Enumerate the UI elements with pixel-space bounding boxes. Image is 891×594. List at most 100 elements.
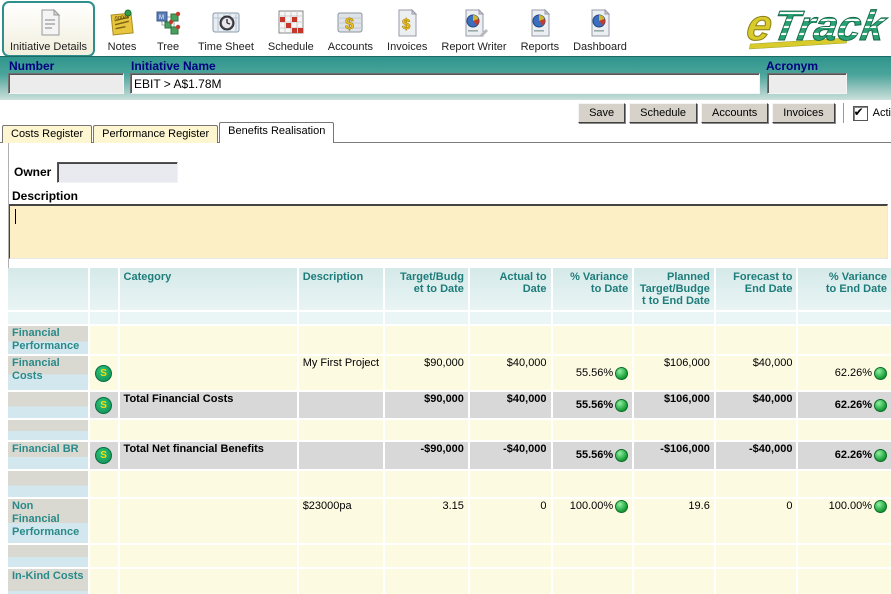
green-status-icon — [874, 366, 888, 380]
schedule-icon — [278, 10, 304, 34]
col-actual-to-date[interactable]: Actual to Date — [470, 268, 553, 310]
row-label: In-Kind Costs — [8, 569, 90, 594]
table-row-financial-performance: Financial Performance — [8, 326, 891, 354]
tab-benefits-realisation[interactable]: Benefits Realisation — [219, 122, 335, 143]
toolbar-item-label: Report Writer — [441, 41, 507, 53]
svg-text:$: $ — [402, 16, 411, 33]
notes-icon: notes — [110, 9, 134, 36]
table-row-in-kind-costs: In-Kind Costs — [8, 569, 891, 594]
toolbar-item-tree[interactable]: M Tree — [152, 3, 184, 53]
table-row-total-net-financial-benefits: Financial BR Total Net financial Benefit… — [8, 442, 891, 469]
svg-text:M: M — [159, 15, 164, 21]
green-status-icon — [615, 449, 629, 462]
row-label: Financial Performance — [8, 326, 90, 354]
register-tabs: Costs Register Performance Register Bene… — [2, 122, 335, 143]
description-cell[interactable]: $23000pa — [298, 499, 386, 543]
svg-text:notes: notes — [114, 14, 129, 22]
toolbar-item-accounts[interactable]: $ Accounts — [328, 3, 373, 53]
dollar-s-icon — [95, 364, 113, 382]
content-top-border — [0, 142, 891, 143]
document-icon — [41, 8, 60, 36]
description-textarea[interactable] — [9, 204, 888, 259]
dashboard-icon — [591, 8, 611, 37]
row-label: Non Financial Performance — [8, 499, 90, 543]
col-planned-end[interactable]: Planned Target/Budge t to End Date — [634, 268, 716, 310]
table-row-total-financial-costs: Total Financial Costs $90,000 $40,000 55… — [8, 392, 891, 418]
toolbar-item-label: Tree — [156, 41, 180, 53]
tab-costs-register[interactable]: Costs Register — [2, 125, 93, 143]
col-variance-to-date[interactable]: % Variance to Date — [553, 268, 635, 310]
acronym-input[interactable] — [767, 73, 847, 94]
tab-performance-register[interactable]: Performance Register — [93, 125, 219, 143]
table-row-spacer — [8, 545, 891, 567]
accounts-button[interactable]: Accounts — [701, 103, 769, 123]
benefits-table: Category Description Target/Budg et to D… — [8, 268, 891, 594]
action-button-row: Save Schedule Accounts Invoices Acti — [0, 100, 891, 126]
owner-input[interactable] — [57, 162, 178, 183]
description-cell[interactable]: My First Project — [298, 356, 386, 390]
toolbar-item-schedule[interactable]: Schedule — [268, 3, 314, 53]
table-header-row: Category Description Target/Budg et to D… — [8, 268, 891, 310]
row-label: Financial Costs — [8, 356, 90, 390]
description-label: Description — [12, 189, 79, 203]
toolbar-item-label: Schedule — [267, 41, 314, 53]
col-description[interactable]: Description — [299, 268, 386, 310]
toolbar-item-label: Initiative Details — [10, 41, 88, 53]
initiative-name-input[interactable] — [130, 73, 760, 94]
top-toolbar: Initiative Details notes Notes M Tree — [0, 0, 891, 57]
toolbar-item-time-sheet[interactable]: Time Sheet — [198, 3, 254, 53]
invoices-icon: $ — [398, 8, 418, 37]
save-button[interactable]: Save — [578, 103, 626, 123]
number-input[interactable] — [8, 73, 124, 94]
text-caret — [15, 209, 16, 224]
initiative-header-band: Number Initiative Name Acronym — [0, 56, 891, 101]
dollar-s-icon — [95, 447, 113, 464]
col-variance-end[interactable]: % Variance to End Date — [825, 271, 888, 295]
time-sheet-icon — [212, 12, 240, 33]
toolbar-item-label: Accounts — [327, 41, 374, 53]
green-status-icon — [874, 500, 888, 513]
table-row-financial-costs: Financial Costs My First Project $90,000… — [8, 356, 891, 390]
col-target-to-date[interactable]: Target/Budg et to Date — [385, 268, 470, 310]
green-status-icon — [615, 500, 629, 513]
number-label: Number — [9, 59, 55, 73]
report-writer-icon — [465, 8, 488, 37]
dollar-s-icon — [95, 396, 113, 414]
row-label: Financial BR — [8, 442, 90, 469]
toolbar-item-notes[interactable]: notes Notes — [106, 3, 138, 53]
green-status-icon — [874, 398, 888, 412]
toolbar-item-label: Dashboard — [573, 41, 627, 53]
green-status-icon — [874, 449, 888, 462]
row-label — [8, 392, 90, 418]
green-status-icon — [615, 366, 629, 380]
etrack-logo: e Track — [744, 0, 891, 54]
schedule-button[interactable]: Schedule — [629, 103, 698, 123]
reports-icon — [531, 8, 551, 37]
toolbar-item-reports[interactable]: Reports — [520, 3, 560, 53]
toolbar-item-label: Time Sheet — [198, 41, 254, 53]
acronym-label: Acronym — [766, 59, 819, 73]
initiative-name-label: Initiative Name — [131, 59, 216, 73]
table-row-non-financial-performance: Non Financial Performance $23000pa 3.15 … — [8, 499, 891, 543]
invoices-button[interactable]: Invoices — [772, 103, 835, 123]
owner-label: Owner — [14, 165, 52, 179]
toolbar-separator — [842, 103, 848, 123]
table-row-spacer — [8, 471, 891, 497]
col-forecast-end[interactable]: Forecast to End Date — [716, 268, 799, 310]
toolbar-item-label: Reports — [520, 41, 560, 53]
accounts-icon: $ — [337, 12, 363, 33]
svg-text:Track: Track — [769, 2, 891, 49]
tree-icon: M — [156, 11, 181, 35]
table-row-spacer — [8, 420, 891, 440]
toolbar-item-initiative-details[interactable]: Initiative Details — [2, 1, 96, 57]
col-category[interactable]: Category — [120, 268, 299, 310]
toolbar-item-invoices[interactable]: $ Invoices — [387, 3, 427, 53]
toolbar-item-label: Notes — [107, 41, 137, 53]
table-header-subrow — [8, 312, 891, 324]
active-checkbox[interactable] — [852, 105, 868, 121]
toolbar-item-label: Invoices — [387, 41, 428, 53]
toolbar-item-dashboard[interactable]: Dashboard — [573, 3, 627, 53]
svg-text:$: $ — [345, 16, 354, 33]
toolbar-item-report-writer[interactable]: Report Writer — [441, 3, 507, 53]
active-checkbox-label: Acti — [872, 107, 891, 119]
